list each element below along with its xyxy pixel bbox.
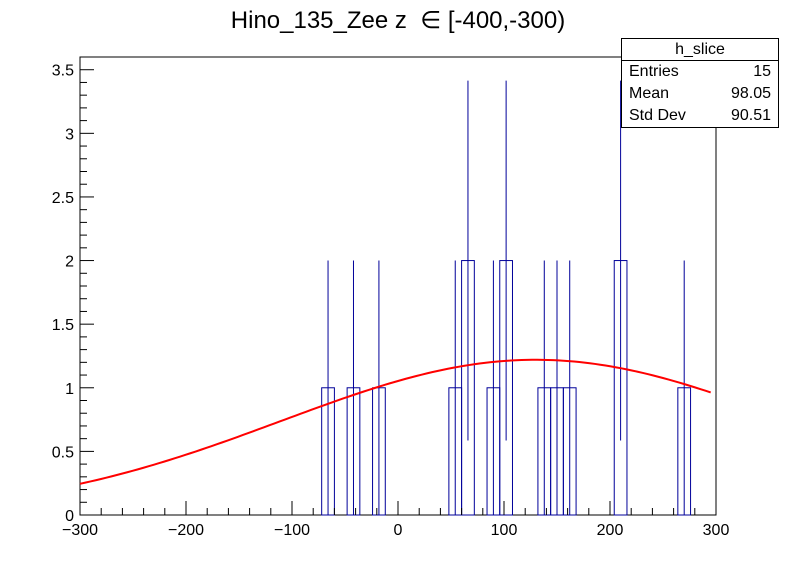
fit-curve <box>79 358 712 485</box>
y-tick-label: 2 <box>65 254 74 271</box>
x-tick-label: 200 <box>597 522 624 539</box>
y-tick-label: 1.5 <box>52 317 74 334</box>
y-tick-label: 0 <box>65 508 74 525</box>
y-tick-label: 3 <box>65 126 74 143</box>
x-tick-label: −100 <box>274 522 310 539</box>
stats-box: h_slice Entries 15 Mean 98.05 Std Dev 90… <box>621 38 779 128</box>
stats-mean-label: Mean <box>629 85 670 102</box>
stats-stddev-label: Std Dev <box>629 107 686 124</box>
fit-curve-group <box>79 358 712 485</box>
stats-mean-value: 98.05 <box>730 85 771 102</box>
y-axis: 0 0.5 1 1.5 2 2.5 3 3.5 <box>52 56 94 525</box>
stats-row-stddev: Std Dev 90.51 <box>622 105 778 127</box>
stats-row-entries: Entries 15 <box>622 61 778 83</box>
stats-name: h_slice <box>622 39 778 61</box>
histogram-bins <box>321 260 692 516</box>
stats-stddev-value: 90.51 <box>730 107 771 124</box>
stats-row-mean: Mean 98.05 <box>622 83 778 105</box>
x-tick-label: −200 <box>168 522 204 539</box>
x-tick-label: 300 <box>703 522 730 539</box>
y-tick-label: 1 <box>65 381 74 398</box>
stats-entries-label: Entries <box>629 63 679 80</box>
x-tick-label: −300 <box>62 522 98 539</box>
x-axis: −300 −200 −100 0 100 200 300 <box>62 501 729 539</box>
y-tick-label: 0.5 <box>52 444 74 461</box>
x-tick-label: 0 <box>394 522 403 539</box>
x-tick-label: 100 <box>491 522 518 539</box>
y-tick-label: 2.5 <box>52 190 74 207</box>
stats-entries-value: 15 <box>753 63 771 80</box>
y-tick-label: 3.5 <box>52 63 74 80</box>
error-bars <box>327 80 685 515</box>
chart-title: Hino_135_Zee z ∈ [-400,-300) <box>230 7 566 34</box>
